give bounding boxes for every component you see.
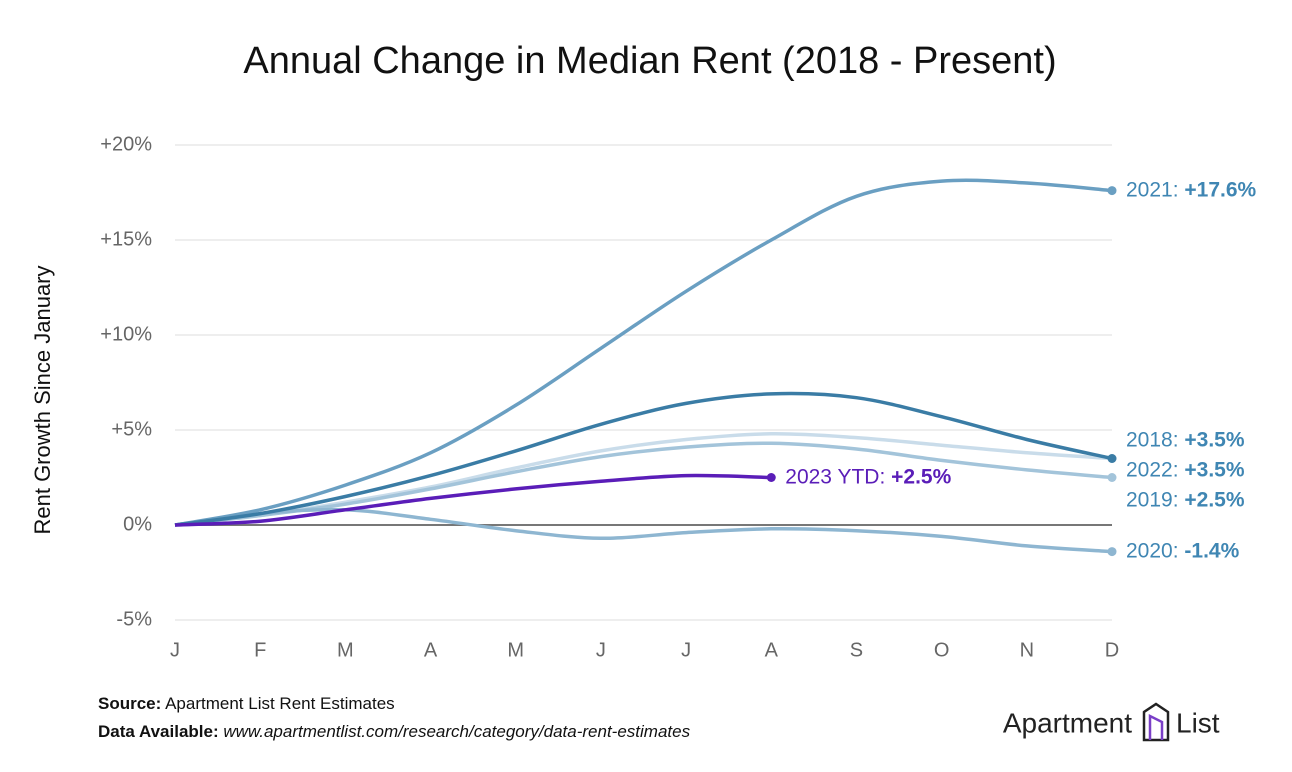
source-label: Source: [98, 694, 161, 713]
y-tick-label: 0% [123, 513, 152, 535]
end-label: 2021: +17.6% [1126, 178, 1257, 201]
source: Source: Apartment List Rent Estimates [98, 694, 395, 713]
grid: -5% 0% +5% +10% +15% +20% J F M A M J J A S O N D [100, 133, 1119, 661]
data-label: Data Available: [98, 722, 219, 741]
data-available: Data Available: www.apartmentlist.com/re… [98, 722, 691, 741]
x-tick-label: D [1105, 639, 1119, 661]
series-name: 2023 YTD: [785, 465, 885, 488]
series-line [174, 178, 1113, 527]
series-name: 2021: [1126, 178, 1179, 201]
source-text: Apartment List Rent Estimates [165, 694, 395, 713]
end-dot [766, 473, 776, 482]
data-url: www.apartmentlist.com/research/category/… [223, 722, 690, 741]
y-tick-label: -5% [116, 608, 152, 630]
x-tick-label: O [934, 639, 950, 661]
x-tick-label: S [850, 639, 863, 661]
logo-text: Apartment [1003, 707, 1132, 738]
end-dot [1107, 186, 1117, 196]
x-tick-label: J [681, 639, 691, 661]
y-tick-label: +5% [111, 418, 152, 440]
value-label: +3.5% [1184, 428, 1244, 451]
x-tick-label: A [765, 639, 779, 661]
end-dot [1107, 473, 1117, 482]
x-tick-label: N [1020, 639, 1034, 661]
series-line [174, 441, 1113, 527]
value-label: +2.5% [1184, 488, 1244, 511]
end-label: 2018: +3.5% [1126, 428, 1245, 451]
x-tick-label: J [596, 639, 606, 661]
series-name: 2022: [1126, 458, 1179, 481]
x-tick-label: M [337, 639, 354, 661]
logo-icon [1142, 702, 1170, 742]
end-label: 2019: +2.5% [1126, 488, 1245, 511]
x-tick-label: A [424, 639, 438, 661]
series-name: 2020: [1126, 539, 1179, 562]
x-tick-label: J [170, 639, 180, 661]
series-line [174, 473, 772, 527]
x-tick-label: F [254, 639, 266, 661]
logo-text-2: List [1176, 707, 1220, 738]
y-tick-label: +10% [100, 323, 152, 345]
series-name: 2018: [1126, 428, 1179, 451]
series-name: 2019: [1126, 488, 1179, 511]
series-line [174, 391, 1113, 527]
lines: 2022: +3.5%2019: +2.5%2020: -1.4%2021: +… [174, 178, 1257, 562]
value-label: -1.4% [1184, 539, 1239, 562]
end-label: 2023 YTD: +2.5% [785, 465, 951, 488]
value-label: +2.5% [891, 465, 951, 488]
value-label: +3.5% [1184, 458, 1244, 481]
end-dot [1107, 547, 1117, 557]
series-line [174, 507, 1113, 554]
x-tick-label: M [507, 639, 524, 661]
y-tick-label: +15% [100, 228, 152, 250]
value-label: +17.6% [1184, 178, 1256, 201]
y-axis-label: Rent Growth Since January [30, 265, 55, 534]
y-tick-label: +20% [100, 133, 152, 155]
end-label: 2022: +3.5% [1126, 458, 1245, 481]
end-label: 2020: -1.4% [1126, 539, 1240, 562]
end-dot [1107, 454, 1117, 463]
chart-title: Annual Change in Median Rent (2018 - Pre… [243, 40, 1056, 82]
